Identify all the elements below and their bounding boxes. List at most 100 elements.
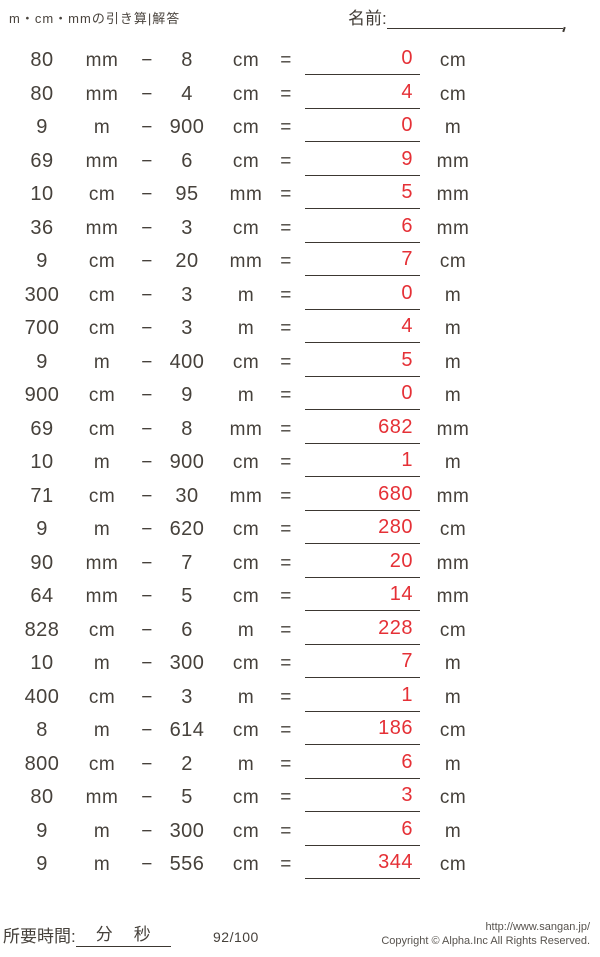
page-title: m・cm・mmの引き算|解答	[9, 11, 181, 26]
operand2-unit: mm	[229, 184, 263, 205]
operand1-value: 36	[30, 216, 54, 239]
answer-value: 7	[401, 248, 413, 270]
answer-value: 4	[401, 80, 413, 103]
answer-line[interactable]: 14	[305, 580, 420, 611]
answer-value: 4	[401, 315, 413, 337]
operand1-unit: cm	[88, 284, 116, 306]
problem-row: 8 m − 614 cm = 186 cm	[0, 714, 600, 748]
answer-line[interactable]: 20	[305, 547, 420, 578]
operand1-value: 90	[30, 551, 54, 574]
answer-line[interactable]: 9	[305, 145, 420, 176]
minus-sign: −	[141, 787, 153, 808]
operand2-unit: cm	[232, 50, 260, 71]
answer-line[interactable]: 0	[305, 111, 420, 142]
minus-sign: −	[141, 820, 153, 842]
answer-unit: m	[444, 117, 462, 138]
equals-sign: =	[280, 418, 292, 440]
operand1-unit: cm	[88, 418, 116, 440]
operand2-value: 614	[169, 719, 205, 741]
operand1-unit: cm	[88, 385, 116, 406]
answer-line[interactable]: 3	[305, 781, 420, 812]
answer-line[interactable]: 682	[305, 413, 420, 444]
problem-row: 69 mm − 6 cm = 9 mm	[0, 145, 600, 179]
operand1-unit: cm	[88, 686, 116, 708]
equals-sign: =	[280, 586, 292, 607]
problem-row: 9 m − 400 cm = 5 m	[0, 346, 600, 380]
answer-line[interactable]: 186	[305, 714, 420, 745]
equals-sign: =	[280, 753, 292, 775]
operand2-value: 8	[181, 417, 193, 440]
operand1-value: 700	[24, 317, 60, 339]
operand2-value: 4	[181, 82, 193, 105]
operand2-value: 3	[181, 685, 193, 708]
answer-value: 6	[401, 817, 413, 840]
answer-line[interactable]: 4	[305, 312, 420, 343]
operand2-unit: mm	[229, 485, 263, 507]
answer-line[interactable]: 6	[305, 815, 420, 846]
answer-line[interactable]: 344	[305, 848, 420, 879]
answer-value: 9	[401, 147, 413, 170]
problem-row: 828 cm − 6 m = 228 cm	[0, 614, 600, 648]
answer-line[interactable]: 7	[305, 245, 420, 276]
answer-line[interactable]: 0	[305, 279, 420, 310]
answer-line[interactable]: 6	[305, 748, 420, 779]
answer-unit: mm	[436, 552, 470, 574]
answer-line[interactable]: 7	[305, 647, 420, 678]
answer-unit: cm	[439, 251, 467, 272]
problem-row: 69 cm − 8 mm = 682 mm	[0, 413, 600, 447]
operand1-value: 80	[30, 786, 54, 808]
equals-sign: =	[280, 820, 292, 842]
equals-sign: =	[280, 251, 292, 272]
equals-sign: =	[280, 184, 292, 205]
answer-line[interactable]: 6	[305, 212, 420, 243]
operand1-value: 10	[30, 183, 54, 205]
answer-value: 344	[378, 851, 413, 873]
answer-line[interactable]: 5	[305, 346, 420, 377]
answer-line[interactable]: 280	[305, 513, 420, 544]
time-label: 所要時間:	[3, 927, 76, 946]
problem-row: 9 m − 620 cm = 280 cm	[0, 513, 600, 547]
answer-line[interactable]: 1	[305, 681, 420, 712]
operand1-value: 9	[36, 819, 48, 842]
answer-unit: cm	[439, 787, 467, 808]
problem-row: 71 cm − 30 mm = 680 mm	[0, 480, 600, 514]
operand2-value: 6	[181, 618, 193, 641]
minus-sign: −	[141, 753, 153, 775]
answer-unit: m	[444, 318, 462, 339]
answer-value: 5	[401, 348, 413, 371]
operand2-value: 2	[181, 752, 193, 775]
answer-line[interactable]: 4	[305, 78, 420, 109]
answer-unit: mm	[436, 418, 470, 440]
operand1-unit: m	[93, 117, 111, 138]
operand1-unit: mm	[85, 50, 119, 71]
answer-line[interactable]: 5	[305, 178, 420, 209]
answer-value: 186	[378, 717, 413, 739]
operand2-value: 6	[181, 149, 193, 172]
answer-line[interactable]: 680	[305, 480, 420, 511]
operand1-unit: m	[93, 720, 111, 741]
operand2-value: 7	[181, 551, 193, 574]
answer-line[interactable]: 1	[305, 446, 420, 477]
minus-sign: −	[141, 284, 153, 306]
time-input-line[interactable]: 分秒	[75, 920, 171, 947]
problem-row: 900 cm − 9 m = 0 m	[0, 379, 600, 413]
answer-value: 6	[401, 750, 413, 773]
minus-sign: −	[141, 686, 153, 708]
operand2-value: 5	[181, 585, 193, 607]
minus-sign: −	[141, 619, 153, 641]
problem-row: 10 m − 900 cm = 1 m	[0, 446, 600, 480]
minus-sign: −	[141, 351, 153, 373]
answer-line[interactable]: 0	[305, 379, 420, 410]
answer-unit: m	[444, 820, 462, 842]
answer-line[interactable]: 0	[305, 44, 420, 75]
operand2-value: 900	[169, 116, 205, 138]
answer-line[interactable]: 228	[305, 614, 420, 645]
operand2-unit: cm	[232, 452, 260, 473]
operand1-unit: m	[93, 519, 111, 540]
operand2-value: 400	[169, 350, 205, 373]
equals-sign: =	[280, 351, 292, 373]
equals-sign: =	[280, 318, 292, 339]
score-value: 92/100	[213, 929, 259, 945]
name-input-line[interactable]	[386, 10, 566, 33]
